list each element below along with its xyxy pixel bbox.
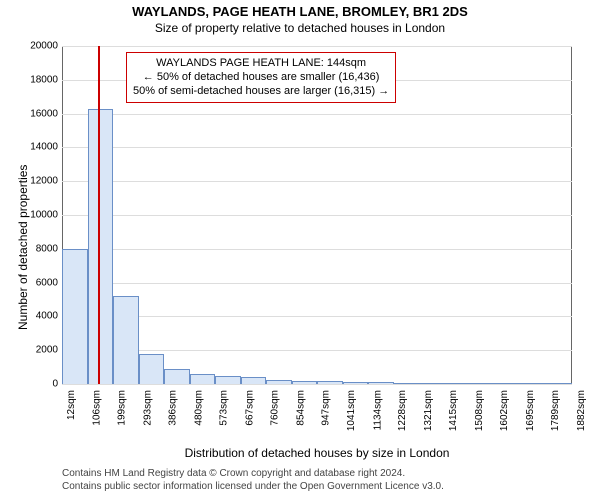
x-axis-label: Distribution of detached houses by size … <box>62 446 572 460</box>
histogram-bar <box>521 383 547 384</box>
y-tick-label: 18000 <box>8 74 58 85</box>
histogram-bar <box>215 376 241 384</box>
x-tick-label: 480sqm <box>194 390 205 426</box>
y-tick-label: 16000 <box>8 108 58 119</box>
histogram-bar <box>62 249 88 384</box>
x-tick-label: 293sqm <box>143 390 154 426</box>
x-tick-label: 573sqm <box>219 390 230 426</box>
histogram-bar <box>496 383 522 384</box>
gridline <box>62 114 572 115</box>
histogram-bar <box>139 354 165 384</box>
y-tick-label: 2000 <box>8 345 58 356</box>
histogram-bar <box>419 383 445 384</box>
gridline <box>62 316 572 317</box>
histogram-bar <box>292 381 318 384</box>
y-tick-label: 14000 <box>8 142 58 153</box>
annotation-line: ← 50% of detached houses are smaller (16… <box>133 71 389 85</box>
x-tick-label: 199sqm <box>117 390 128 426</box>
gridline <box>62 283 572 284</box>
x-tick-label: 12sqm <box>66 390 77 420</box>
y-tick-label: 8000 <box>8 243 58 254</box>
y-tick-label: 12000 <box>8 176 58 187</box>
histogram-bar <box>190 374 216 384</box>
histogram-bar <box>317 381 343 384</box>
gridline <box>62 384 572 385</box>
chart-title: WAYLANDS, PAGE HEATH LANE, BROMLEY, BR1 … <box>0 0 600 19</box>
annotation-line: 50% of semi-detached houses are larger (… <box>133 85 389 99</box>
y-tick-label: 0 <box>8 379 58 390</box>
histogram-bar <box>394 383 420 384</box>
gridline <box>62 181 572 182</box>
x-tick-label: 854sqm <box>296 390 307 426</box>
x-tick-label: 106sqm <box>92 390 103 426</box>
x-tick-label: 1415sqm <box>449 390 460 431</box>
plot-area: WAYLANDS PAGE HEATH LANE: 144sqm← 50% of… <box>62 46 572 384</box>
gridline <box>62 350 572 351</box>
y-tick-label: 4000 <box>8 311 58 322</box>
gridline <box>62 147 572 148</box>
histogram-bar <box>164 369 190 384</box>
x-tick-label: 1228sqm <box>398 390 409 431</box>
histogram-bar <box>266 380 292 384</box>
x-tick-label: 667sqm <box>245 390 256 426</box>
histogram-bar <box>88 109 114 384</box>
x-tick-label: 1041sqm <box>347 390 358 431</box>
histogram-bar <box>445 383 471 384</box>
histogram-bar <box>470 383 496 384</box>
histogram-bar <box>547 383 573 384</box>
x-tick-label: 1321sqm <box>423 390 434 431</box>
gridline <box>62 215 572 216</box>
x-tick-label: 1602sqm <box>500 390 511 431</box>
histogram-bar <box>368 382 394 384</box>
x-tick-label: 1882sqm <box>576 390 587 431</box>
histogram-bar <box>241 377 267 384</box>
gridline <box>62 46 572 47</box>
marker-line <box>98 46 100 384</box>
y-tick-label: 20000 <box>8 41 58 52</box>
annotation-box: WAYLANDS PAGE HEATH LANE: 144sqm← 50% of… <box>126 52 396 103</box>
x-tick-label: 1508sqm <box>474 390 485 431</box>
x-tick-label: 1134sqm <box>372 390 383 430</box>
histogram-bar <box>113 296 139 384</box>
x-tick-label: 1695sqm <box>525 390 536 431</box>
y-tick-label: 6000 <box>8 277 58 288</box>
x-tick-label: 760sqm <box>270 390 281 426</box>
histogram-bar <box>343 382 369 384</box>
annotation-line: WAYLANDS PAGE HEATH LANE: 144sqm <box>133 57 389 71</box>
x-tick-label: 947sqm <box>321 390 332 426</box>
y-tick-label: 10000 <box>8 210 58 221</box>
gridline <box>62 249 572 250</box>
x-tick-label: 1789sqm <box>551 390 562 431</box>
histogram-chart: WAYLANDS, PAGE HEATH LANE, BROMLEY, BR1 … <box>0 0 600 500</box>
chart-subtitle: Size of property relative to detached ho… <box>0 19 600 35</box>
x-tick-label: 386sqm <box>168 390 179 426</box>
footer-line-1: Contains HM Land Registry data © Crown c… <box>62 468 405 479</box>
footer-line-2: Contains public sector information licen… <box>62 481 444 492</box>
